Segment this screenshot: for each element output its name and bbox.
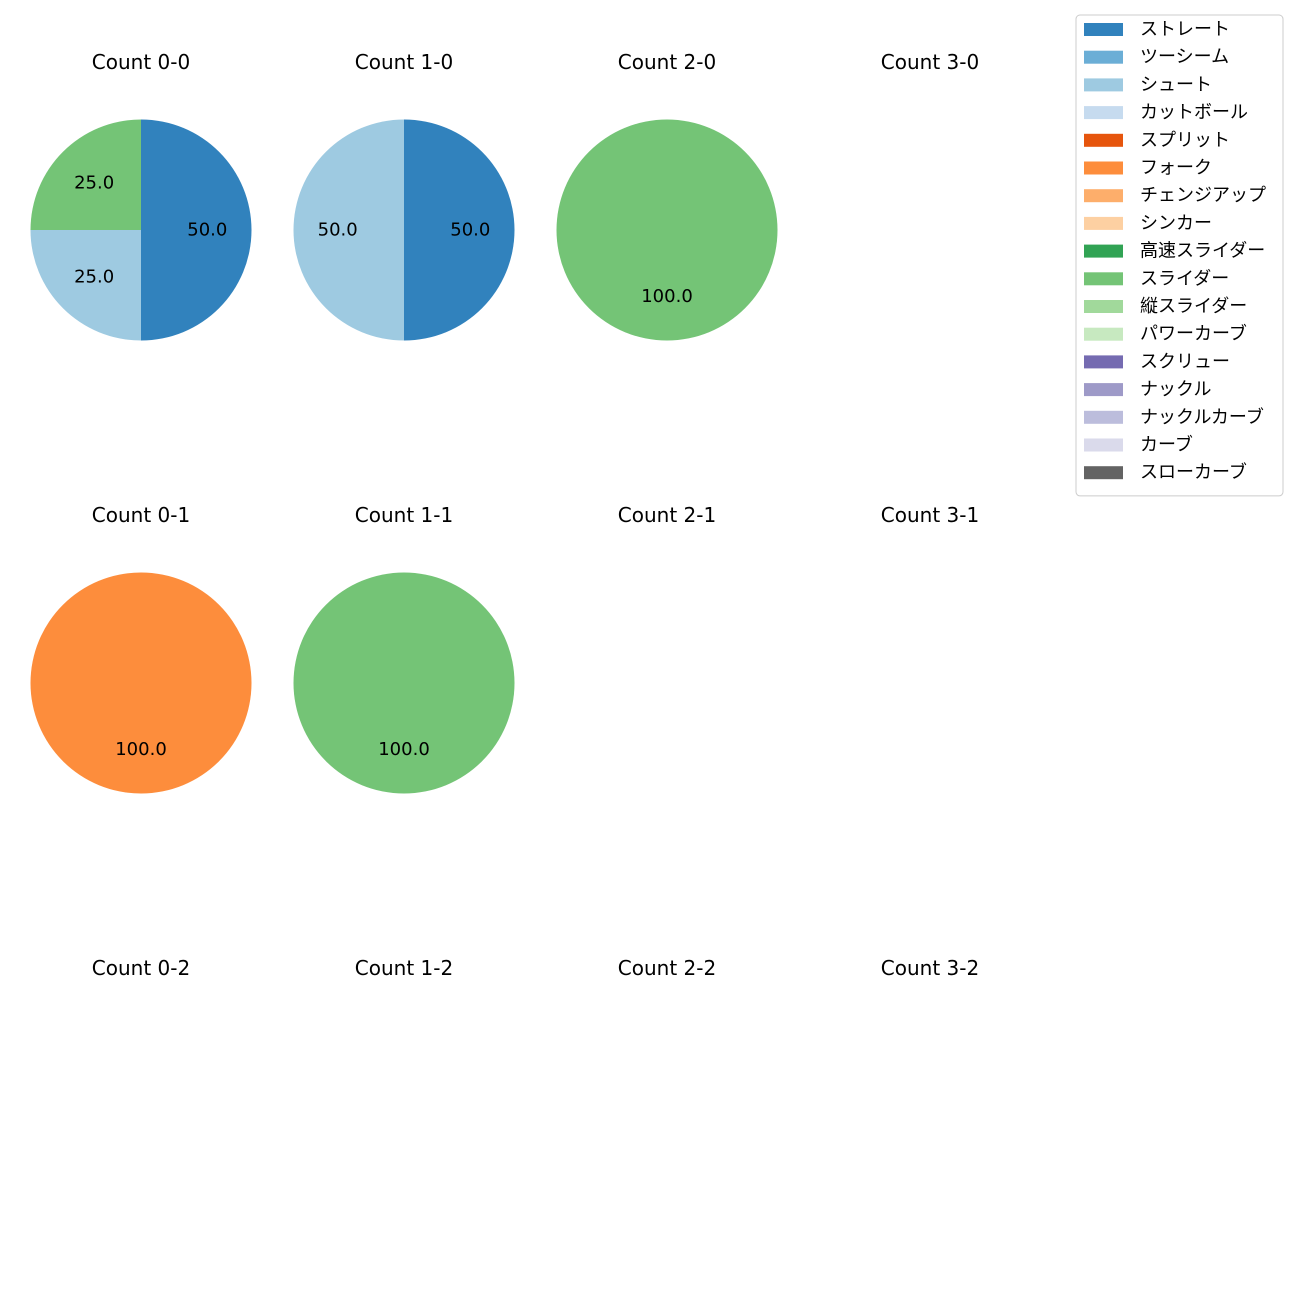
legend: ストレートツーシームシュートカットボールスプリットフォークチェンジアップシンカー… — [1075, 14, 1284, 497]
pie-panel: Count 0-1 100.0 — [30, 503, 252, 794]
legend-label: スプリット — [1140, 130, 1230, 151]
legend-swatch — [1084, 300, 1123, 313]
slice-label: 100.0 — [641, 286, 693, 307]
legend-swatch — [1084, 383, 1123, 397]
legend-swatch — [1084, 50, 1123, 64]
panel-title: Count 3-1 — [881, 503, 979, 527]
legend-label: 高速スライダー — [1140, 241, 1265, 262]
pie-panel: Count 3-0 — [881, 50, 979, 74]
legend-swatch — [1084, 438, 1123, 452]
legend-label: スローカーブ — [1140, 461, 1247, 483]
panel-title: Count 3-2 — [881, 956, 979, 980]
legend-swatch — [1084, 106, 1123, 120]
legend-swatch — [1084, 161, 1123, 175]
legend-swatch — [1084, 272, 1123, 286]
legend-label: パワーカーブ — [1140, 323, 1247, 345]
panel-title: Count 1-2 — [355, 956, 453, 980]
legend-label: ストレート — [1140, 19, 1230, 40]
pie-slice — [30, 119, 141, 230]
pie-slice — [293, 572, 515, 794]
pie-slice — [556, 119, 778, 341]
legend-label: ナックル — [1140, 379, 1211, 400]
legend-swatch — [1084, 133, 1123, 147]
legend-swatch — [1084, 410, 1123, 424]
pie-slice — [30, 572, 252, 794]
panel-title: Count 1-0 — [355, 50, 453, 74]
legend-label: ナックルカーブ — [1140, 406, 1264, 428]
pie-panel: Count 2-2 — [618, 956, 716, 980]
legend-label: シュート — [1140, 74, 1212, 95]
slice-label: 100.0 — [115, 739, 167, 760]
slice-label: 50.0 — [450, 220, 490, 241]
legend-label: スクリュー — [1140, 351, 1230, 372]
legend-swatch — [1084, 466, 1123, 480]
panel-title: Count 2-0 — [618, 50, 716, 74]
slice-label: 25.0 — [74, 266, 114, 287]
legend-swatch — [1084, 78, 1123, 92]
slice-label: 50.0 — [187, 220, 227, 241]
legend-swatch — [1084, 355, 1123, 369]
pie-slice — [404, 119, 515, 341]
panel-title: Count 3-0 — [881, 50, 979, 74]
pie-panel: Count 1-1 100.0 — [293, 503, 515, 794]
legend-label: チェンジアップ — [1140, 185, 1266, 206]
pie-panel: Count 0-0 50.0 25.0 25.0 — [30, 50, 252, 341]
panel-title: Count 1-1 — [355, 503, 453, 527]
panel-title: Count 0-2 — [92, 956, 190, 980]
pie-panel: Count 2-0 100.0 — [556, 50, 778, 341]
pie-panel: Count 1-2 — [355, 956, 453, 980]
pie-panel: Count 3-1 — [881, 503, 979, 527]
pie-panel: Count 0-2 — [92, 956, 190, 980]
legend-label: フォーク — [1140, 158, 1212, 179]
legend-swatch — [1084, 244, 1123, 258]
panel-title: Count 0-0 — [92, 50, 190, 74]
legend-label: スライダー — [1140, 268, 1229, 289]
slice-label: 50.0 — [318, 220, 358, 241]
slice-label: 100.0 — [378, 739, 430, 760]
legend-label: シンカー — [1140, 213, 1212, 234]
pie-panel: Count 3-2 — [881, 956, 979, 980]
pie-slice — [293, 119, 404, 341]
legend-label: ツーシーム — [1140, 47, 1229, 68]
panel-title: Count 2-2 — [618, 956, 716, 980]
legend-label: カーブ — [1140, 434, 1193, 456]
legend-swatch — [1084, 327, 1123, 341]
legend-label: カットボール — [1140, 102, 1248, 123]
legend-swatch — [1084, 189, 1123, 203]
pie-panel: Count 2-1 — [618, 503, 716, 527]
legend-label: 縦スライダー — [1140, 296, 1247, 317]
legend-swatch — [1084, 216, 1123, 230]
pie-slice — [141, 119, 252, 341]
legend-frame — [1075, 14, 1284, 497]
panel-title: Count 2-1 — [618, 503, 716, 527]
slice-label: 25.0 — [74, 173, 114, 194]
pie-panel: Count 1-0 50.0 50.0 — [293, 50, 515, 341]
legend-swatch — [1084, 23, 1123, 36]
pie-slice — [30, 230, 141, 341]
panel-title: Count 0-1 — [92, 503, 190, 527]
